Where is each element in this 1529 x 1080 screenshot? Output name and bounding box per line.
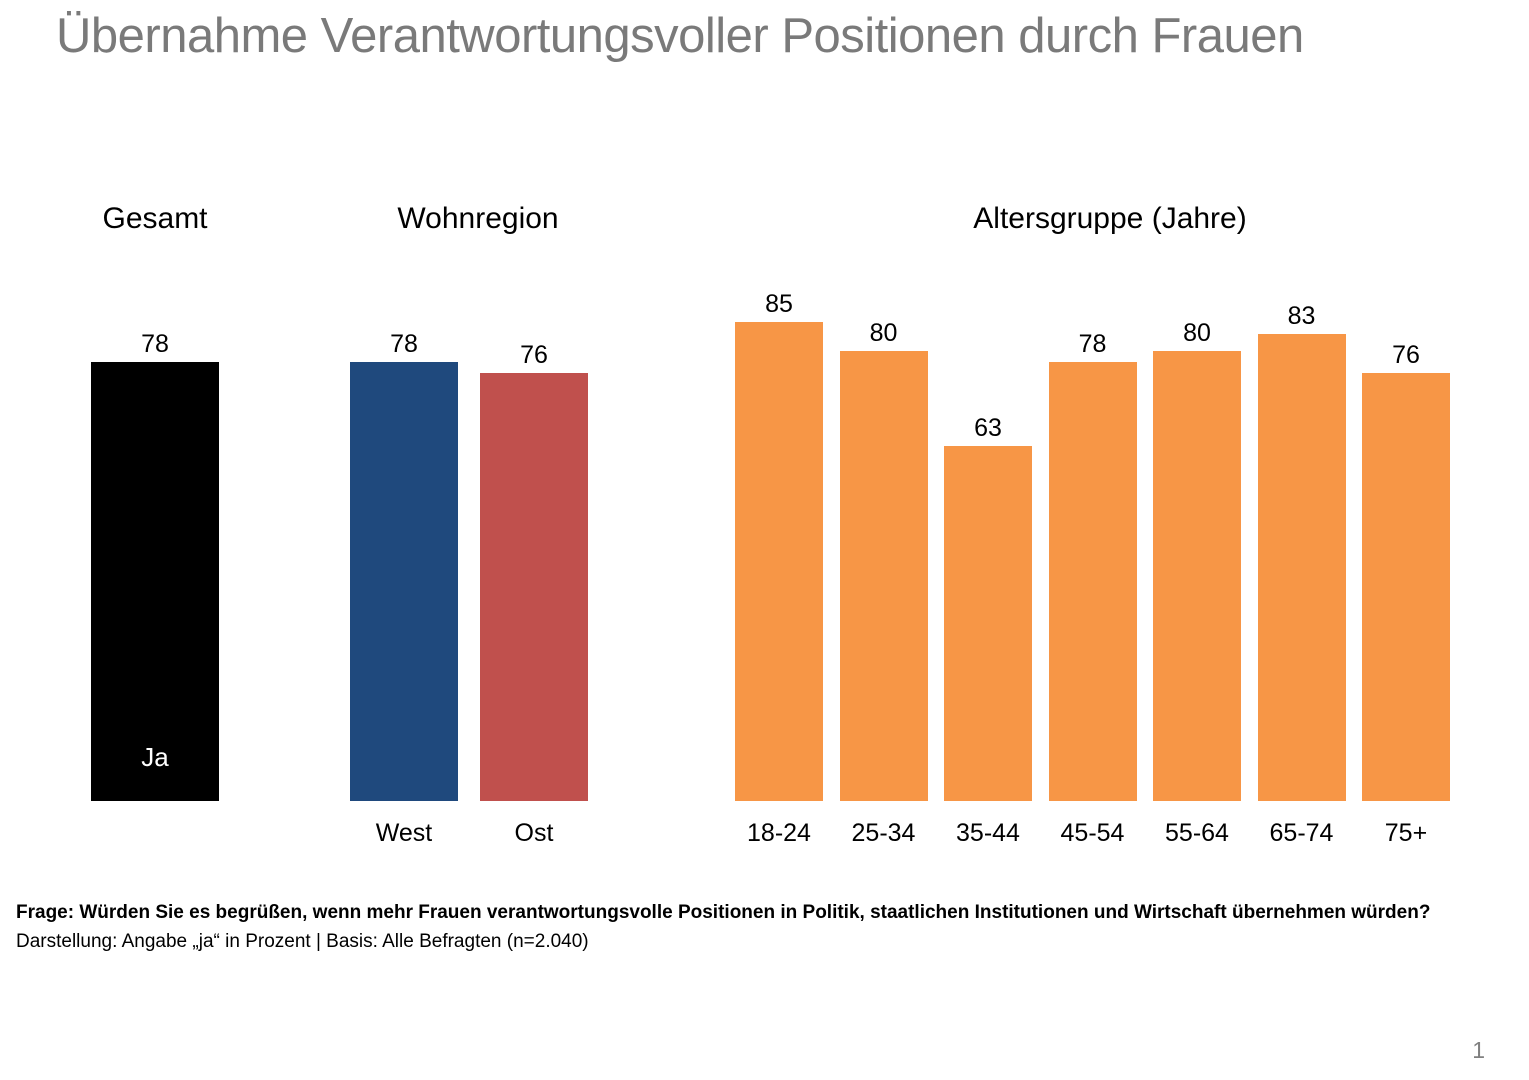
value-label-ja: 78 <box>141 330 169 358</box>
value-label-ost: 76 <box>520 341 548 369</box>
group-header-altersgruppe: Altersgruppe (Jahre) <box>973 202 1247 235</box>
footnote: Frage: Würden Sie es begrüßen, wenn mehr… <box>16 900 1516 954</box>
page-number: 1 <box>1472 1037 1485 1063</box>
footnote-question: Frage: Würden Sie es begrüßen, wenn mehr… <box>16 902 1431 923</box>
footnote-basis: Darstellung: Angabe „ja“ in Prozent | Ba… <box>16 930 589 952</box>
value-label-18-24: 85 <box>765 290 793 318</box>
category-label-55-64: 55-64 <box>1165 819 1229 847</box>
group-header-gesamt: Gesamt <box>102 202 208 235</box>
category-label-ost: Ost <box>514 819 554 847</box>
value-label-75: 76 <box>1392 341 1420 369</box>
category-label-25-34: 25-34 <box>851 819 916 847</box>
category-label-75: 75+ <box>1384 819 1428 847</box>
bar-45-54 <box>1048 362 1137 801</box>
bar-18-24 <box>735 322 823 801</box>
bar-west <box>350 362 458 801</box>
category-label-65-74: 65-74 <box>1269 819 1334 847</box>
value-label-25-34: 80 <box>869 319 898 347</box>
value-label-west: 78 <box>390 330 418 358</box>
value-label-55-64: 80 <box>1183 319 1211 347</box>
value-label-65-74: 83 <box>1287 302 1316 330</box>
bar-ja: Ja <box>91 362 219 801</box>
category-label-west: West <box>375 819 433 847</box>
bar-75 <box>1362 373 1450 801</box>
category-label-18-24: 18-24 <box>747 819 811 847</box>
bar-inner-label: Ja <box>141 742 169 772</box>
category-label-45-54: 45-54 <box>1060 819 1125 847</box>
bar-ost <box>480 373 588 801</box>
bar-35-44 <box>944 446 1032 801</box>
category-label-35-44: 35-44 <box>956 819 1020 847</box>
bar-55-64 <box>1153 351 1241 801</box>
bar-25-34 <box>839 351 928 801</box>
group-header-wohnregion: Wohnregion <box>397 202 559 235</box>
bar-65-74 <box>1257 334 1346 801</box>
value-label-45-54: 78 <box>1078 330 1107 358</box>
slide-title: Übernahme Verantwortungsvoller Positione… <box>56 9 1304 63</box>
value-label-35-44: 63 <box>974 414 1002 442</box>
